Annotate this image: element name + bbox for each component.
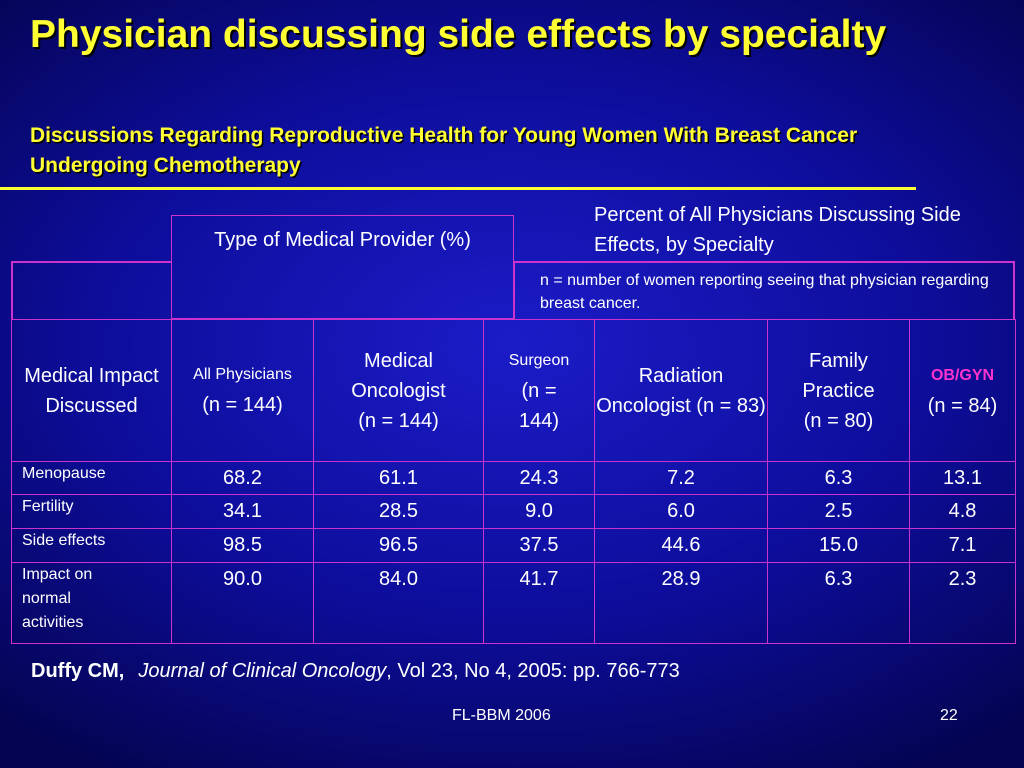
page-number: 22 — [940, 707, 958, 724]
table-row: Menopause 68.2 61.1 24.3 7.2 6.3 13.1 — [11, 461, 1016, 495]
table-cell: 9.0 — [483, 494, 595, 529]
provider-type-header: Type of Medical Provider (%) — [171, 215, 514, 319]
table-header-row: Medical Impact Discussed All Physicians … — [11, 319, 1016, 462]
footer-text: FL-BBM 2006 — [452, 707, 551, 724]
table-cell: 37.5 — [483, 528, 595, 563]
header-n: (n = 144) — [202, 393, 283, 416]
data-table: Medical Impact Discussed All Physicians … — [11, 319, 1016, 644]
table-cell: 2.3 — [909, 562, 1016, 644]
table-cell: 4.8 — [909, 494, 1016, 529]
table-cell: 28.5 — [313, 494, 484, 529]
row-label: Impact on normal activities — [11, 562, 172, 644]
header-medical-oncologist: Medical Oncologist (n = 144) — [313, 319, 484, 462]
slide-title: Physician discussing side effects by spe… — [30, 13, 887, 56]
table-cell: 61.1 — [313, 461, 484, 495]
table-cell: 6.0 — [594, 494, 768, 529]
table-cell: 7.2 — [594, 461, 768, 495]
table-cell: 68.2 — [171, 461, 314, 495]
citation-details: , Vol 23, No 4, 2005: pp. 766-773 — [386, 660, 680, 682]
table-cell: 2.5 — [767, 494, 910, 529]
table-top-left-border — [11, 261, 171, 319]
header-n: (n = 80) — [803, 409, 874, 432]
header-obgyn: OB/GYN (n = 84) — [909, 319, 1016, 462]
title-divider — [0, 187, 916, 190]
n-definition-note: n = number of women reporting seeing tha… — [540, 272, 989, 312]
header-all-physicians: All Physicians (n = 144) — [171, 319, 314, 462]
header-n: (n = 83) — [696, 394, 766, 417]
provider-type-label: Type of Medical Provider (%) — [214, 229, 471, 251]
header-name: Medical Oncologist — [351, 349, 446, 402]
table-cell: 98.5 — [171, 528, 314, 563]
header-n: (n = 84) — [927, 394, 998, 417]
table-row: Impact on normal activities 90.0 84.0 41… — [11, 562, 1016, 644]
header-name: Radiation Oncologist — [596, 364, 724, 417]
table-cell: 90.0 — [171, 562, 314, 644]
table-cell: 6.3 — [767, 562, 910, 644]
table-row: Side effects 98.5 96.5 37.5 44.6 15.0 7.… — [11, 528, 1016, 563]
provider-header-underline — [171, 318, 514, 319]
citation-author: Duffy CM, — [31, 660, 125, 682]
header-radiation-oncologist: Radiation Oncologist (n = 83) — [594, 319, 768, 462]
table-row: Fertility 34.1 28.5 9.0 6.0 2.5 4.8 — [11, 494, 1016, 529]
table-cell: 15.0 — [767, 528, 910, 563]
table-top-right-border — [514, 261, 1015, 319]
table-cell: 84.0 — [313, 562, 484, 644]
header-name: Family Practice — [802, 349, 875, 402]
header-medical-impact: Medical Impact Discussed — [11, 319, 172, 462]
header-family-practice: Family Practice (n = 80) — [767, 319, 910, 462]
citation: Duffy CM, Journal of Clinical Oncology, V… — [31, 657, 680, 685]
header-name: Surgeon — [508, 351, 570, 369]
header-name: OB/GYN — [930, 366, 995, 384]
table-cell: 96.5 — [313, 528, 484, 563]
table-cell: 41.7 — [483, 562, 595, 644]
citation-journal: Journal of Clinical Oncology — [138, 660, 387, 682]
slide-subtitle: Discussions Regarding Reproductive Healt… — [30, 124, 858, 177]
header-name: All Physicians — [193, 365, 292, 383]
table-cell: 13.1 — [909, 461, 1016, 495]
header-n: (n = 144) — [358, 409, 439, 432]
table-cell: 34.1 — [171, 494, 314, 529]
table-cell: 28.9 — [594, 562, 768, 644]
row-label: Fertility — [11, 494, 172, 529]
percent-note: Percent of All Physicians Discussing Sid… — [594, 204, 961, 256]
header-n: (n = 144) — [518, 379, 560, 432]
table-cell: 6.3 — [767, 461, 910, 495]
table-cell: 24.3 — [483, 461, 595, 495]
table-cell: 44.6 — [594, 528, 768, 563]
row-label: Menopause — [11, 461, 172, 495]
row-label: Side effects — [11, 528, 172, 563]
header-surgeon: Surgeon (n = 144) — [483, 319, 595, 462]
table-cell: 7.1 — [909, 528, 1016, 563]
